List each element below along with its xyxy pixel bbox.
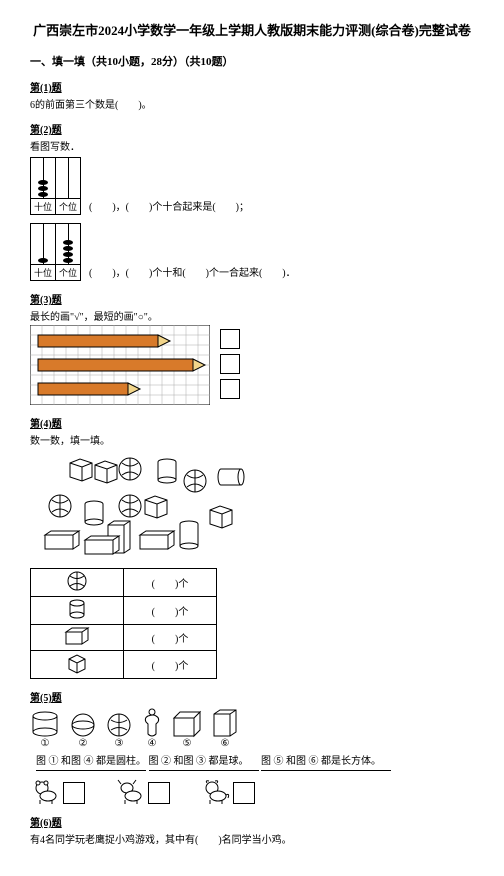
q6-label: 第(6)题: [30, 814, 474, 829]
ones-label-2: 个位: [56, 264, 80, 280]
answer-boxes: [220, 329, 240, 401]
q6-text: 有4名同学玩老鹰捉小鸡游戏，其中有( )名同学当小鸡。: [30, 831, 474, 846]
shape-num: ③: [115, 738, 124, 749]
answer-box: [220, 354, 240, 374]
table-row: ( )个: [31, 597, 217, 625]
answer-box: [233, 782, 255, 804]
animal-icon: [115, 778, 145, 804]
q2-row1-text: ( )，( )个十合起来是( )；: [89, 198, 249, 213]
count-table: ( )个 ( )个 ( )个 ( )个: [30, 568, 217, 679]
line3: 图 ⑤ 和图 ⑥ 都是长方体。: [261, 754, 391, 771]
icon-cell-cylinder: [31, 597, 124, 625]
doc-title: 广西崇左市2024小学数学一年级上学期人教版期末能力评测(综合卷)完整试卷: [30, 20, 474, 39]
tens-label: 十位: [31, 198, 55, 214]
animal-item: [115, 778, 170, 804]
q3-text: 最长的画"√"，最短的画"○"。: [30, 308, 474, 323]
tens-label-2: 十位: [31, 264, 55, 280]
pencils-image: [30, 325, 210, 405]
q3-label: 第(3)题: [30, 291, 474, 306]
count-cell: ( )个: [124, 651, 217, 679]
q2-intro: 看图写数．: [30, 138, 474, 153]
question-5: 第(5)题 ① ② ③ ④ ⑤ ⑥ 图 ① 和图 ④ 都是圆柱。 图 ② 和图 …: [30, 689, 474, 804]
question-2: 第(2)题 看图写数． 十位 个位 ( )，( )个十合起来是( )； 十位: [30, 121, 474, 281]
shapes-image: [30, 451, 474, 564]
q1-text: 6的前面第三个数是( )。: [30, 96, 474, 111]
table-row: ( )个: [31, 625, 217, 651]
icon-cell-cuboid: [31, 625, 124, 651]
table-row: ( )个: [31, 569, 217, 597]
q4-text: 数一数，填一填。: [30, 432, 474, 447]
abacus-row-1: 十位 个位 ( )，( )个十合起来是( )；: [30, 157, 474, 215]
animal-icon: [200, 778, 230, 804]
shape-num: ④: [148, 738, 157, 749]
line1: 图 ① 和图 ④ 都是圆柱。: [36, 754, 146, 771]
abacus-1: 十位 个位: [30, 157, 81, 215]
q5-label: 第(5)题: [30, 689, 474, 704]
answer-box: [220, 329, 240, 349]
line2: 图 ② 和图 ③ 都是球。: [149, 754, 259, 771]
abacus-2: 十位 个位: [30, 223, 81, 281]
answer-box: [63, 782, 85, 804]
question-3: 第(3)题 最长的画"√"，最短的画"○"。: [30, 291, 474, 405]
icon-cell-ball: [31, 569, 124, 597]
question-1: 第(1)题 6的前面第三个数是( )。: [30, 79, 474, 111]
q4-label: 第(4)题: [30, 415, 474, 430]
shape-num: ②: [79, 738, 88, 749]
count-cell: ( )个: [124, 597, 217, 625]
answer-box: [220, 379, 240, 399]
answer-box: [148, 782, 170, 804]
shape-num: ①: [41, 738, 50, 749]
abacus-row-2: 十位 个位 ( )，( )个十和( )个一合起来( )．: [30, 223, 474, 281]
icon-cell-cube: [31, 651, 124, 679]
animal-item: [200, 778, 255, 804]
animals-row: [30, 778, 474, 804]
shapes-row: ① ② ③ ④ ⑤ ⑥: [30, 708, 474, 749]
shape-num: ⑥: [221, 738, 230, 749]
shape-num: ⑤: [183, 738, 192, 749]
count-cell: ( )个: [124, 625, 217, 651]
animal-icon: [30, 778, 60, 804]
ones-label: 个位: [56, 198, 80, 214]
table-row: ( )个: [31, 651, 217, 679]
question-6: 第(6)题 有4名同学玩老鹰捉小鸡游戏，其中有( )名同学当小鸡。: [30, 814, 474, 846]
animal-item: [30, 778, 85, 804]
q1-label: 第(1)题: [30, 79, 474, 94]
count-cell: ( )个: [124, 569, 217, 597]
q2-row2-text: ( )，( )个十和( )个一合起来( )．: [89, 264, 296, 279]
q2-label: 第(2)题: [30, 121, 474, 136]
question-4: 第(4)题 数一数，填一填。: [30, 415, 474, 679]
ruled-text: 图 ① 和图 ④ 都是圆柱。 图 ② 和图 ③ 都是球。 图 ⑤ 和图 ⑥ 都是…: [30, 751, 397, 774]
section-title: 一、填一填（共10小题，28分）（共10题）: [30, 53, 474, 69]
